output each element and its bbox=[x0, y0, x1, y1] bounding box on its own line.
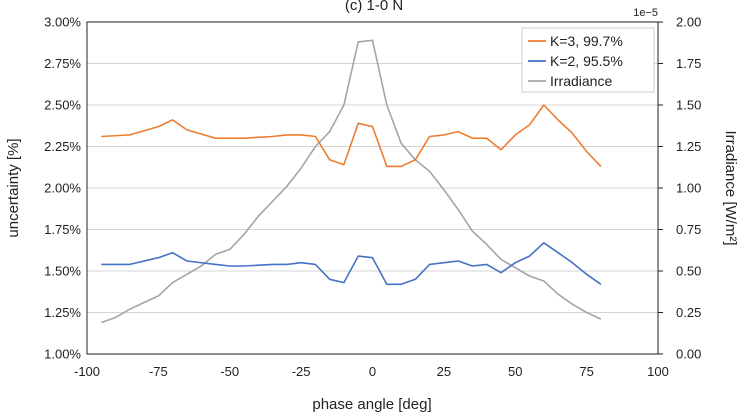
tick-labels: 1.00% 1.25% 1.50% 1.75% 2.00% 2.25% 2.50% 2.75%… bbox=[44, 15, 701, 380]
x-tick-label: 25 bbox=[437, 364, 451, 379]
y-tick-label: 1.25% bbox=[44, 305, 81, 320]
y-tick-label: 2.25% bbox=[44, 139, 81, 154]
y-tick-label: 1.50% bbox=[44, 264, 81, 279]
x-tick-label: 75 bbox=[579, 364, 593, 379]
y2-tick-label: 1.50 bbox=[676, 98, 701, 113]
legend-label: Irradiance bbox=[550, 73, 612, 89]
x-tick-label: 100 bbox=[647, 364, 669, 379]
y-tick-label: 3.00% bbox=[44, 15, 81, 30]
y-tick-label: 2.50% bbox=[44, 98, 81, 113]
x-tick-label: -50 bbox=[220, 364, 239, 379]
y2-tick-label: 2.00 bbox=[676, 15, 701, 30]
series-line-k-2-95-5 bbox=[101, 242, 602, 286]
series-line-k-3-99-7 bbox=[101, 104, 602, 168]
x-tick-label: 50 bbox=[508, 364, 522, 379]
y2-tick-label: 0.00 bbox=[676, 347, 701, 362]
y2-tick-label: 1.75 bbox=[676, 56, 701, 71]
gridlines bbox=[87, 63, 658, 313]
legend-label: K=3, 99.7% bbox=[550, 33, 623, 49]
y2-tick-label: 0.50 bbox=[676, 264, 701, 279]
legend-label: K=2, 95.5% bbox=[550, 53, 623, 69]
y2-axis-title: Irradiance [W/m²] bbox=[722, 130, 738, 245]
x-axis-title: phase angle [deg] bbox=[312, 396, 431, 413]
legend: K=3, 99.7% K=2, 95.5% Irradiance bbox=[521, 27, 655, 93]
x-tick-label: -25 bbox=[292, 364, 311, 379]
y-tick-label: 2.75% bbox=[44, 56, 81, 71]
y2-tick-label: 1.00 bbox=[676, 181, 701, 196]
y2-tick-label: 0.75 bbox=[676, 222, 701, 237]
x-tick-label: 0 bbox=[369, 364, 376, 379]
y2-tick-label: 0.25 bbox=[676, 305, 701, 320]
y-tick-label: 1.00% bbox=[44, 347, 81, 362]
y-tick-label: 1.75% bbox=[44, 222, 81, 237]
chart-title: (c) 1-0 N bbox=[345, 0, 403, 14]
series-layer bbox=[101, 39, 602, 324]
x-tick-label: -75 bbox=[149, 364, 168, 379]
y2-tick-label: 1.25 bbox=[676, 139, 701, 154]
series-line-irradiance bbox=[101, 39, 602, 324]
x-tick-label: -100 bbox=[74, 364, 100, 379]
y-axis-title: uncertainty [%] bbox=[5, 138, 22, 237]
y-tick-label: 2.00% bbox=[44, 181, 81, 196]
y2-exponent-label: 1e−5 bbox=[633, 7, 658, 19]
